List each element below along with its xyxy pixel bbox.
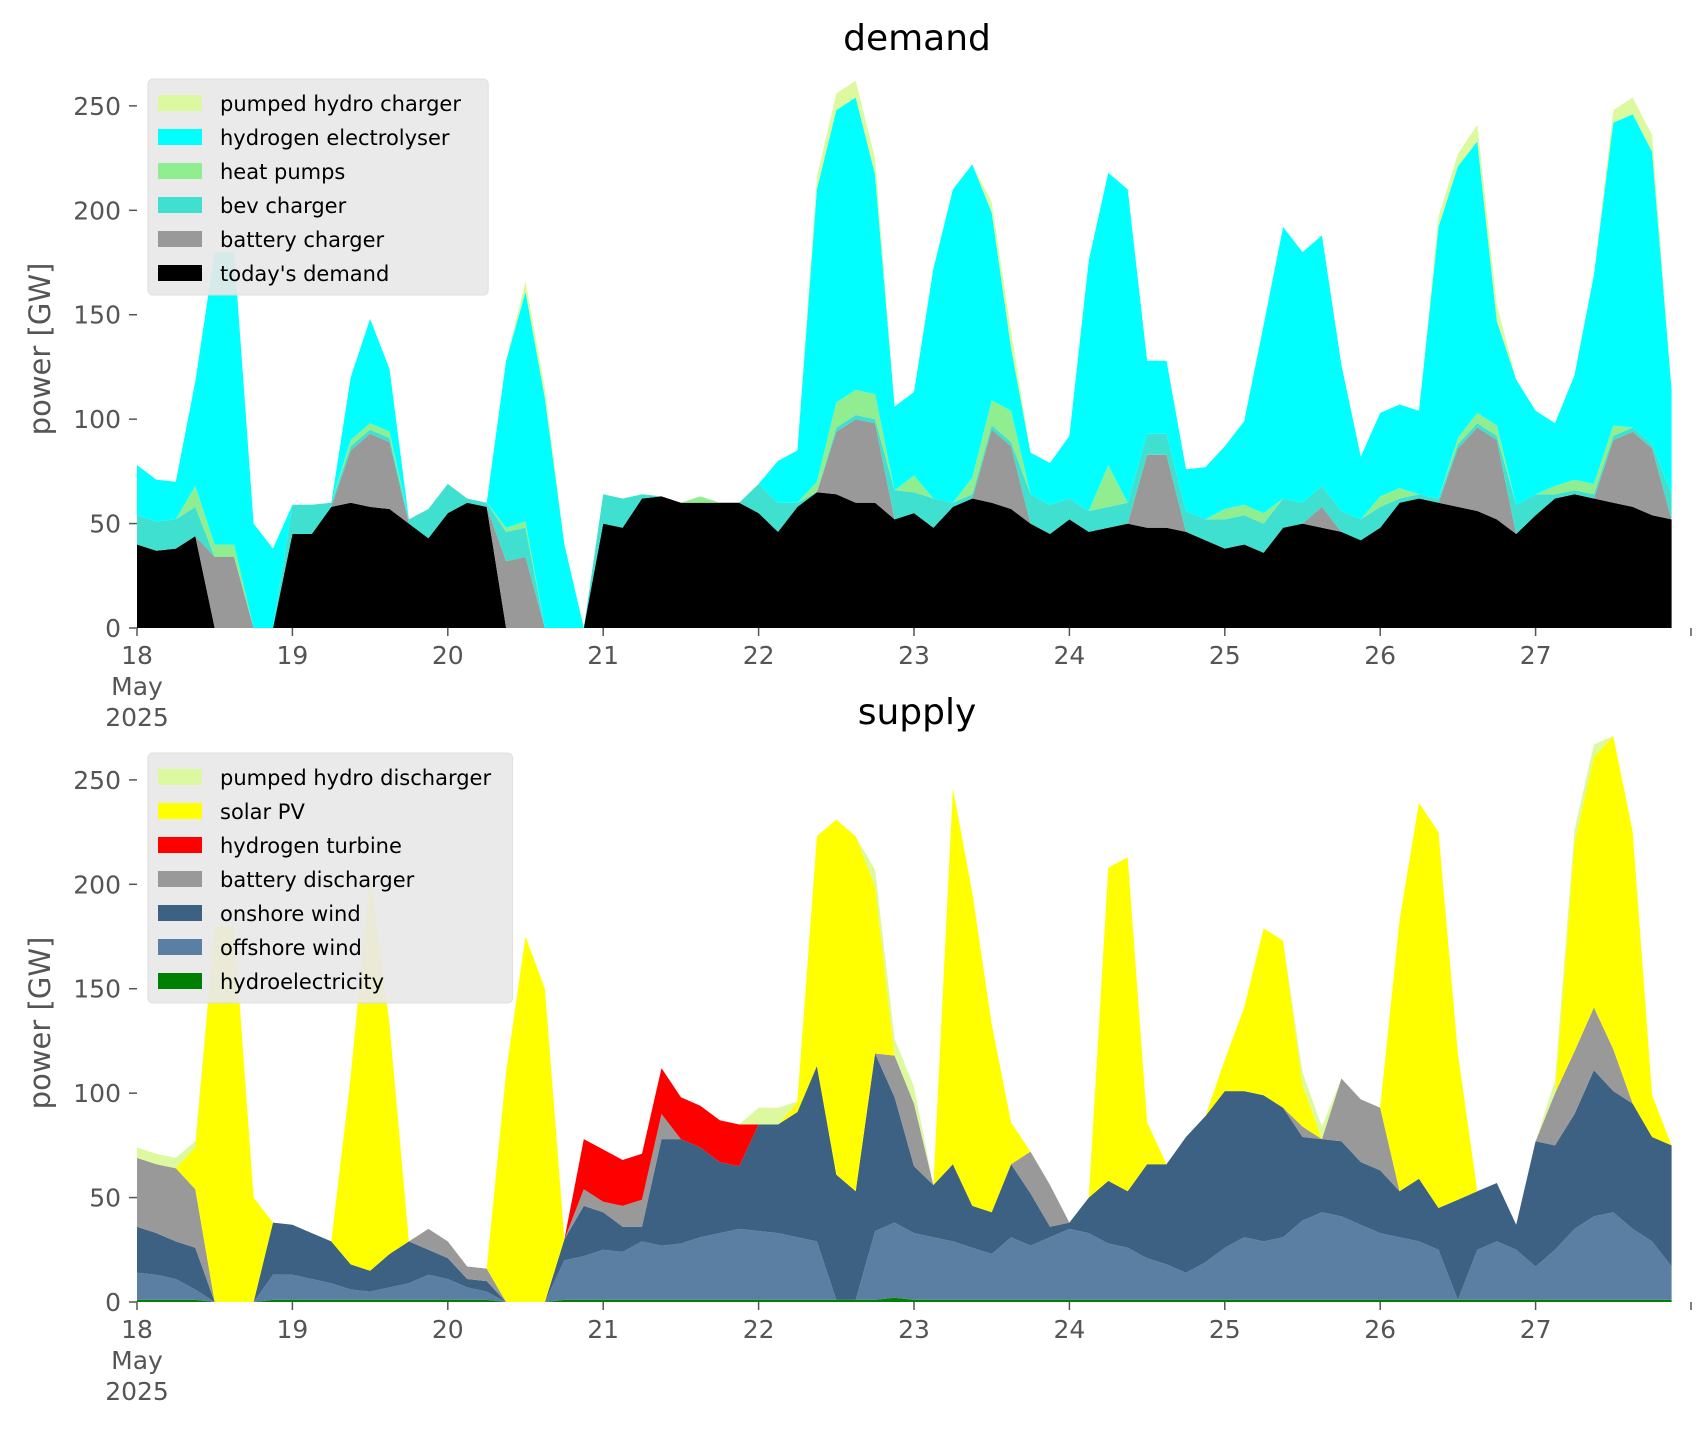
legend: pumped hydro discharger solar PV hydrogen … xyxy=(147,752,514,1004)
area-bev-charger xyxy=(137,415,1672,628)
x-tick-label: 22 xyxy=(743,641,775,670)
y-tick-label: 0 xyxy=(105,614,121,643)
legend-label: hydrogen turbine xyxy=(220,834,402,858)
y-tick-label: 150 xyxy=(73,975,121,1004)
legend: pumped hydro charger hydrogen electrolyse… xyxy=(147,78,489,296)
x-tick-label: 27 xyxy=(1520,1315,1552,1344)
chart-title: supply xyxy=(858,692,977,733)
x-tick-label: 25 xyxy=(1209,1315,1241,1344)
y-tick-label: 50 xyxy=(89,1184,121,1213)
legend-swatch xyxy=(158,803,202,819)
demand-chart: demand power [GW] 0 50 100 150 200 250 18 May 20… xyxy=(23,18,1692,732)
area-hydroelectricity xyxy=(137,1297,1672,1302)
x-tick-label: 22 xyxy=(743,1315,775,1344)
legend-label: battery charger xyxy=(220,228,385,252)
legend-label: today's demand xyxy=(220,262,389,286)
y-tick-label: 200 xyxy=(73,196,121,225)
y-tick-label: 250 xyxy=(73,766,121,795)
legend-swatch xyxy=(158,129,202,145)
x-tick-label: 23 xyxy=(898,641,930,670)
axes: 0 50 100 150 200 250 18 May 2025 19 20 21 22 23 24 25 26… xyxy=(73,766,1692,1406)
y-tick-label: 150 xyxy=(73,301,121,330)
legend-swatch xyxy=(158,769,202,785)
x-tick-label: 26 xyxy=(1364,1315,1396,1344)
x-tick-label: 24 xyxy=(1053,641,1085,670)
x-tick-label: 20 xyxy=(432,641,464,670)
legend-swatch xyxy=(158,231,202,247)
y-tick-label: 0 xyxy=(105,1288,121,1317)
y-axis-label: power [GW] xyxy=(23,937,57,1110)
x-tick-label: 23 xyxy=(898,1315,930,1344)
legend-label: onshore wind xyxy=(220,902,361,926)
x-tick-label: 25 xyxy=(1209,641,1241,670)
legend-swatch xyxy=(158,871,202,887)
legend-swatch xyxy=(158,837,202,853)
legend-label: pumped hydro discharger xyxy=(220,766,491,790)
legend-label: pumped hydro charger xyxy=(220,92,461,116)
x-tick-label: 19 xyxy=(276,641,308,670)
area-hydrogen-electrolyser xyxy=(137,97,1672,628)
area-series-group xyxy=(137,80,1672,629)
y-tick-label: 100 xyxy=(73,1079,121,1108)
x-tick-label: 20 xyxy=(432,1315,464,1344)
legend-label: offshore wind xyxy=(220,936,362,960)
legend-label: hydroelectricity xyxy=(220,970,384,994)
axes: 0 50 100 150 200 250 18 May 2025 19 20 21 22 23 24 25 26… xyxy=(73,92,1692,732)
chart-title: demand xyxy=(843,18,991,59)
area-offshore-wind xyxy=(137,1212,1672,1302)
supply-chart: supply power [GW] 0 50 100 150 200 250 18 May 20… xyxy=(23,692,1692,1406)
x-tick-label: 18 May 2025 xyxy=(105,1315,169,1406)
legend-label: bev charger xyxy=(220,194,347,218)
area-solar-pv xyxy=(137,736,1672,1302)
legend-swatch xyxy=(158,905,202,921)
x-tick-label: 24 xyxy=(1053,1315,1085,1344)
legend-swatch xyxy=(158,95,202,111)
area-battery-discharger xyxy=(137,1007,1672,1302)
legend-swatch xyxy=(158,163,202,179)
legend-swatch xyxy=(158,939,202,955)
x-tick-label: 21 xyxy=(587,1315,619,1344)
area-onshore-wind xyxy=(137,1053,1672,1302)
x-tick-label: 19 xyxy=(276,1315,308,1344)
legend-label: heat pumps xyxy=(220,160,345,184)
y-tick-label: 50 xyxy=(89,510,121,539)
x-tick-label: 27 xyxy=(1520,641,1552,670)
x-tick-label: 21 xyxy=(587,641,619,670)
legend-label: battery discharger xyxy=(220,868,415,892)
legend-swatch xyxy=(158,265,202,281)
legend-frame xyxy=(147,78,489,296)
x-tick-label: 18 May 2025 xyxy=(105,641,169,732)
legend-frame xyxy=(147,752,514,1004)
area-series-group xyxy=(137,736,1672,1302)
area-today-s-demand xyxy=(137,492,1672,628)
legend-swatch xyxy=(158,197,202,213)
y-tick-label: 200 xyxy=(73,870,121,899)
area-battery-charger xyxy=(137,419,1672,628)
legend-label: solar PV xyxy=(220,800,305,824)
y-tick-label: 100 xyxy=(73,405,121,434)
legend-swatch xyxy=(158,973,202,989)
y-tick-label: 250 xyxy=(73,92,121,121)
x-tick-label: 26 xyxy=(1364,641,1396,670)
legend-label: hydrogen electrolyser xyxy=(220,126,450,150)
y-axis-label: power [GW] xyxy=(23,263,57,436)
